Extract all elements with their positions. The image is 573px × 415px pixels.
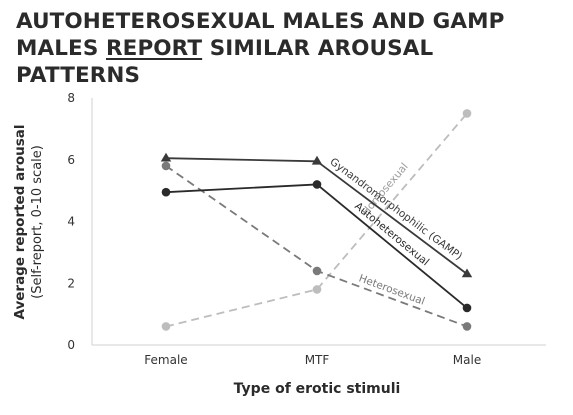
title-underlined-word: REPORT (106, 36, 203, 61)
y-axis-title: Average reported arousal (12, 124, 28, 319)
data-point (312, 266, 322, 276)
data-point (311, 155, 323, 165)
x-tick-labels: Female MTF Male (144, 353, 481, 367)
y-tick-label: 2 (67, 276, 75, 290)
data-point (160, 152, 172, 162)
data-point (462, 109, 472, 118)
y-tick-label: 8 (67, 91, 75, 105)
x-tick-label: Female (144, 353, 187, 367)
data-point (161, 322, 171, 331)
title-line-2-before: MALES (16, 36, 106, 61)
x-tick-label: Male (453, 353, 481, 367)
data-point (312, 180, 322, 189)
data-point (461, 268, 473, 278)
data-point (312, 285, 322, 294)
series-layer: HomosexualHeterosexualGynandromorphophil… (160, 109, 473, 331)
data-point (161, 161, 171, 171)
y-tick-label: 4 (67, 215, 75, 229)
data-point (462, 322, 472, 331)
y-axis-subtitle: (Self-report, 0-10 scale) (30, 145, 45, 299)
x-axis-title: Type of erotic stimuli (234, 381, 401, 397)
y-tick-label: 6 (67, 153, 75, 167)
data-point (462, 303, 472, 313)
chart-title: AUTOHETEROSEXUAL MALES AND GAMP MALES RE… (16, 8, 561, 89)
x-tick-label: MTF (305, 353, 330, 367)
title-line-1: AUTOHETEROSEXUAL MALES AND GAMP (16, 9, 505, 34)
title-line-2: MALES REPORT SIMILAR AROUSAL PATTERNS (16, 35, 561, 89)
title-line-2-after: SIMILAR AROUSAL PATTERNS (16, 36, 434, 88)
y-tick-labels: 0 2 4 6 8 (67, 91, 75, 352)
axes-group (91, 98, 546, 346)
y-tick-label: 0 (67, 338, 75, 352)
data-point (161, 187, 171, 197)
